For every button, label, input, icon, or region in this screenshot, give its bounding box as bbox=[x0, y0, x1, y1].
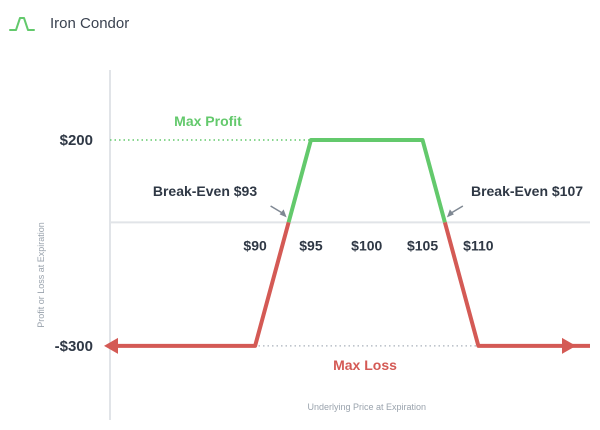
bell-curve-icon bbox=[9, 17, 35, 31]
y-axis-title: Profit or Loss at Expiration bbox=[36, 222, 46, 328]
x-tick-label: $95 bbox=[299, 237, 323, 253]
loss-segment-right bbox=[442, 221, 590, 348]
profit-segment bbox=[286, 138, 447, 223]
y-tick-label: $200 bbox=[60, 132, 93, 149]
loss-arrow-right bbox=[562, 337, 576, 354]
x-axis-title: Underlying Price at Expiration bbox=[307, 402, 426, 412]
x-tick-label: $110 bbox=[463, 237, 494, 253]
chart-header: Iron Condor bbox=[0, 0, 600, 50]
chart-title: Iron Condor bbox=[50, 15, 130, 32]
x-tick-label: $100 bbox=[351, 237, 382, 253]
max-profit-label: Max Profit bbox=[174, 113, 242, 129]
break-even-low-label: Break-Even $93 bbox=[153, 183, 258, 199]
x-tick-label: $105 bbox=[407, 237, 438, 253]
max-loss-label: Max Loss bbox=[333, 357, 397, 373]
break-even-low-pointer-head bbox=[279, 209, 287, 218]
loss-segment-left bbox=[110, 221, 291, 348]
y-tick-label: -$300 bbox=[55, 338, 93, 355]
break-even-high-pointer-head bbox=[446, 209, 454, 218]
x-tick-label: $90 bbox=[243, 237, 267, 253]
break-even-high-label: Break-Even $107 bbox=[471, 183, 583, 199]
loss-arrow-left bbox=[104, 337, 118, 354]
